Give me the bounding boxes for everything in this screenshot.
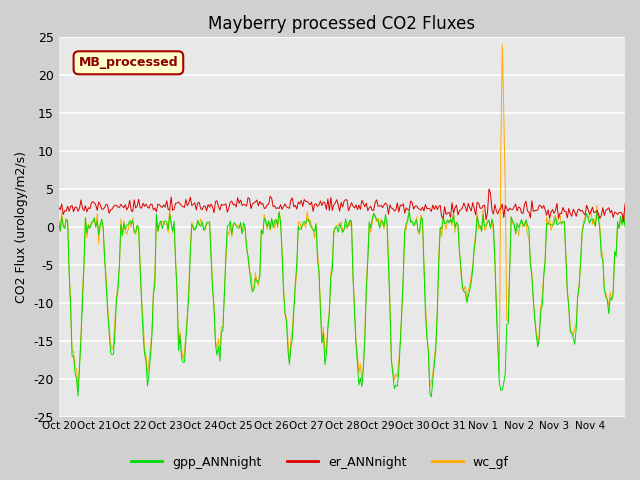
Title: Mayberry processed CO2 Fluxes: Mayberry processed CO2 Fluxes bbox=[209, 15, 476, 33]
Text: MB_processed: MB_processed bbox=[79, 56, 178, 69]
Y-axis label: CO2 Flux (urology/m2/s): CO2 Flux (urology/m2/s) bbox=[15, 151, 28, 303]
Legend: gpp_ANNnight, er_ANNnight, wc_gf: gpp_ANNnight, er_ANNnight, wc_gf bbox=[126, 451, 514, 474]
